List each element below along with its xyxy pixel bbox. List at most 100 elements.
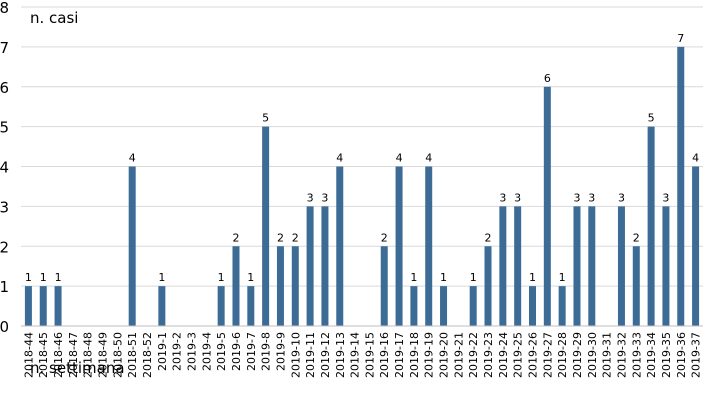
x-tick-label: 2019-35 xyxy=(660,332,673,378)
x-tick-label: 2019-15 xyxy=(363,332,376,378)
data-label: 1 xyxy=(470,271,477,284)
y-tick-label: 1 xyxy=(0,278,9,296)
bar xyxy=(558,286,566,326)
bar xyxy=(380,246,388,326)
bar xyxy=(262,126,270,326)
y-tick-label: 2 xyxy=(0,238,9,256)
x-tick-label: 2018-49 xyxy=(97,332,110,378)
bar xyxy=(276,246,284,326)
x-tick-label: 2019-31 xyxy=(601,332,614,378)
bar xyxy=(321,206,329,326)
bar xyxy=(217,286,225,326)
data-label: 4 xyxy=(336,152,343,165)
x-tick-label: 2018-50 xyxy=(111,332,124,378)
x-tick-label: 2019-27 xyxy=(541,332,554,378)
data-label: 5 xyxy=(648,112,655,125)
x-tick-label: 2019-23 xyxy=(482,332,495,378)
x-tick-label: 2019-18 xyxy=(408,332,421,378)
y-tick-label: 6 xyxy=(0,79,9,97)
bar xyxy=(128,166,136,326)
bar xyxy=(692,166,700,326)
x-tick-label: 2019-5 xyxy=(215,332,228,371)
data-label: 1 xyxy=(218,271,225,284)
x-tick-label: 2019-12 xyxy=(319,332,332,378)
data-label: 2 xyxy=(292,231,299,244)
x-tick-label: 2019-2 xyxy=(171,332,184,371)
x-tick-label: 2019-24 xyxy=(497,332,510,378)
data-label: 1 xyxy=(410,271,417,284)
x-tick-label: 2019-37 xyxy=(690,332,703,378)
x-tick-label: 2019-34 xyxy=(645,332,658,378)
data-label: 2 xyxy=(485,231,492,244)
data-label: 4 xyxy=(129,152,136,165)
bar xyxy=(247,286,255,326)
data-label: 6 xyxy=(544,72,551,85)
x-tick-label: 2019-1 xyxy=(156,332,169,371)
data-label: 3 xyxy=(618,191,625,204)
bar xyxy=(425,166,433,326)
x-axis-ticks: 2018-44 2018-45 2018-46 2018-47 2018-48 2018-… xyxy=(22,332,702,378)
bar xyxy=(499,206,507,326)
bar xyxy=(158,286,166,326)
bar xyxy=(39,286,47,326)
bar xyxy=(291,246,299,326)
data-label: 2 xyxy=(232,231,239,244)
x-tick-label: 2019-6 xyxy=(230,332,243,371)
x-tick-label: 2018-45 xyxy=(37,332,50,378)
bar xyxy=(336,166,344,326)
bar xyxy=(410,286,418,326)
x-tick-label: 2019-36 xyxy=(675,332,688,378)
bar xyxy=(232,246,240,326)
data-label: 3 xyxy=(307,191,314,204)
x-tick-label: 2018-48 xyxy=(82,332,95,378)
x-tick-label: 2019-26 xyxy=(527,332,540,378)
bar xyxy=(469,286,477,326)
data-label: 3 xyxy=(573,191,580,204)
data-label: 1 xyxy=(158,271,165,284)
data-label: 3 xyxy=(588,191,595,204)
x-tick-label: 2018-51 xyxy=(126,332,139,378)
data-label: 2 xyxy=(381,231,388,244)
x-tick-label: 2019-8 xyxy=(260,332,273,371)
data-label: 3 xyxy=(514,191,521,204)
data-label: 1 xyxy=(529,271,536,284)
x-tick-label: 2019-11 xyxy=(304,332,317,378)
data-label: 7 xyxy=(677,32,684,45)
data-label: 4 xyxy=(692,152,699,165)
bar xyxy=(306,206,314,326)
x-tick-label: 2018-52 xyxy=(141,332,154,378)
data-label: 1 xyxy=(25,271,32,284)
data-label: 2 xyxy=(277,231,284,244)
bar xyxy=(632,246,640,326)
x-axis-title: n. settimana xyxy=(30,359,125,377)
bar xyxy=(617,206,625,326)
x-tick-label: 2019-19 xyxy=(423,332,436,378)
x-tick-label: 2019-28 xyxy=(556,332,569,378)
bar xyxy=(677,46,685,326)
x-tick-label: 2019-17 xyxy=(393,332,406,378)
y-axis-title: n. casi xyxy=(30,9,79,27)
bar xyxy=(588,206,596,326)
data-label: 3 xyxy=(499,191,506,204)
x-tick-label: 2018-46 xyxy=(52,332,65,378)
x-tick-label: 2019-30 xyxy=(586,332,599,378)
x-tick-label: 2019-9 xyxy=(274,332,287,371)
x-tick-label: 2019-25 xyxy=(512,332,525,378)
data-label: 1 xyxy=(247,271,254,284)
x-tick-label: 2019-33 xyxy=(630,332,643,378)
bar xyxy=(440,286,448,326)
data-label: 3 xyxy=(321,191,328,204)
data-label: 1 xyxy=(440,271,447,284)
data-label: 1 xyxy=(559,271,566,284)
y-axis-ticks: 0 1 2 3 4 5 6 7 8 xyxy=(0,0,9,336)
data-label: 5 xyxy=(262,112,269,125)
bar xyxy=(484,246,492,326)
bar xyxy=(573,206,581,326)
x-tick-label: 2019-32 xyxy=(615,332,628,378)
y-tick-label: 5 xyxy=(0,119,9,137)
data-label: 2 xyxy=(633,231,640,244)
bar xyxy=(662,206,670,326)
bar xyxy=(395,166,403,326)
data-label: 4 xyxy=(396,152,403,165)
